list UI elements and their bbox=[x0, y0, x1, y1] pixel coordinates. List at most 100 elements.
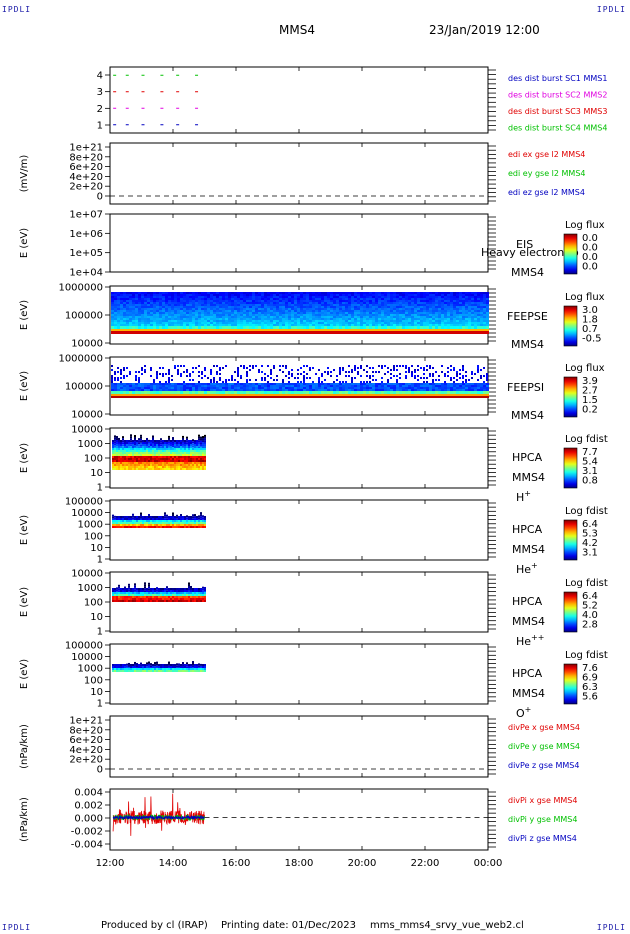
feepse-cell bbox=[234, 298, 237, 300]
feepsi-cell bbox=[174, 391, 177, 394]
feepsi-spacecraft-label: MMS4 bbox=[511, 409, 544, 422]
feepsi-cell bbox=[147, 396, 150, 398]
feepse-cell bbox=[384, 302, 387, 304]
feepse-cell bbox=[348, 316, 351, 318]
feepse-cell bbox=[405, 318, 408, 320]
feepsi-cell bbox=[144, 396, 147, 398]
feepsi-cell bbox=[369, 391, 372, 394]
feepsi-cell bbox=[456, 375, 458, 377]
hpca_h-cell bbox=[130, 444, 132, 447]
feepsi-cell bbox=[351, 369, 353, 371]
feepsi-cell bbox=[402, 396, 405, 398]
feepsi-cell bbox=[366, 371, 368, 373]
feepse-cell bbox=[450, 314, 453, 316]
feepse-cell bbox=[324, 318, 327, 320]
feepse-cell bbox=[339, 310, 342, 312]
feepse-cell bbox=[399, 298, 402, 300]
divpe-ytick-label: 0 bbox=[97, 765, 103, 776]
feepse-cell bbox=[150, 300, 153, 302]
feepse-cell bbox=[117, 320, 120, 322]
feepse-cell bbox=[474, 310, 477, 312]
feepsi-cell bbox=[246, 385, 249, 387]
hpca_h-cell bbox=[172, 439, 174, 442]
hpca_h-cell bbox=[176, 450, 178, 452]
hpca_h-species-charge: + bbox=[524, 489, 531, 498]
feepse-cell bbox=[456, 320, 459, 322]
feepse-cell bbox=[471, 316, 474, 318]
hpca_h-colorbar-tick: 3.1 bbox=[582, 466, 598, 477]
feepsi-cell bbox=[246, 375, 248, 377]
feepse-cell bbox=[228, 294, 231, 296]
feepse-cell bbox=[288, 302, 291, 304]
feepsi-cell bbox=[198, 371, 200, 373]
feepse-cell bbox=[408, 316, 411, 318]
feepsi-cell bbox=[279, 385, 282, 387]
hpca_h-cell bbox=[132, 462, 134, 464]
hpca_h-cell bbox=[186, 460, 188, 462]
feepsi-cell bbox=[285, 385, 288, 387]
feepse-cell bbox=[423, 308, 426, 310]
feepsi-cell bbox=[474, 385, 477, 387]
feepsi-cell bbox=[318, 377, 320, 379]
feepse-cell bbox=[384, 316, 387, 318]
feepse-cell bbox=[315, 324, 318, 326]
feepse-cell bbox=[459, 331, 462, 334]
feepsi-cell bbox=[228, 389, 231, 391]
feepse-cell bbox=[486, 331, 489, 334]
hpca_h-cell bbox=[168, 466, 170, 468]
feepse-cell bbox=[354, 296, 357, 298]
hpca_h-cell bbox=[122, 448, 124, 450]
feepsi-cell bbox=[213, 379, 215, 381]
feepse-cell bbox=[480, 296, 483, 298]
feepsi-cell bbox=[411, 391, 414, 394]
feepse-cell bbox=[441, 326, 444, 329]
hpca_h-cell bbox=[114, 460, 116, 462]
feepse-cell bbox=[315, 331, 318, 334]
feepsi-cell bbox=[207, 385, 210, 387]
feepsi-cell bbox=[486, 379, 488, 381]
hpca_h-cell bbox=[144, 442, 146, 444]
hpca_h-cell bbox=[144, 448, 146, 450]
feepse-cell bbox=[444, 298, 447, 300]
hpca_h-cell bbox=[180, 454, 182, 456]
feepsi-cell bbox=[231, 383, 234, 385]
feepsi-cell bbox=[405, 375, 407, 377]
feepse-cell bbox=[258, 314, 261, 316]
feepse-cell bbox=[174, 320, 177, 322]
feepse-cell bbox=[438, 308, 441, 310]
feepsi-cell bbox=[297, 385, 300, 387]
feepse-cell bbox=[279, 329, 282, 331]
feepse-cell bbox=[252, 314, 255, 316]
feepse-cell bbox=[111, 306, 114, 308]
feepsi-cell bbox=[291, 387, 294, 389]
feepse-cell bbox=[129, 312, 132, 314]
feepsi-cell bbox=[303, 396, 306, 398]
hpca_h-cell bbox=[180, 456, 182, 458]
hpca_h-cell bbox=[168, 456, 170, 458]
feepsi-cell bbox=[459, 396, 462, 398]
hpca_h-cell bbox=[148, 443, 150, 446]
feepse-cell bbox=[129, 331, 132, 334]
feepse-cell bbox=[219, 296, 222, 298]
feepse-cell bbox=[195, 306, 198, 308]
feepse-cell bbox=[180, 294, 183, 296]
feepse-cell bbox=[306, 294, 309, 296]
feepsi-cell bbox=[384, 385, 387, 387]
feepsi-cell bbox=[285, 383, 288, 385]
feepsi-cell bbox=[330, 383, 333, 385]
hpca_h-cell bbox=[128, 448, 130, 450]
feepse-cell bbox=[258, 306, 261, 308]
feepsi-cell bbox=[324, 391, 327, 394]
feepse-cell bbox=[456, 318, 459, 320]
feepse-cell bbox=[333, 324, 336, 326]
hpca_h-cell bbox=[192, 439, 194, 442]
feepse-cell bbox=[123, 324, 126, 326]
hpca_h-cell bbox=[142, 458, 144, 460]
feepse-cell bbox=[429, 314, 432, 316]
feepsi-cell bbox=[120, 371, 122, 373]
feepse-cell bbox=[171, 300, 174, 302]
feepsi-cell bbox=[180, 383, 183, 385]
feepse-cell bbox=[210, 316, 213, 318]
feepse-cell bbox=[147, 316, 150, 318]
hpca_h-cell bbox=[112, 466, 114, 468]
